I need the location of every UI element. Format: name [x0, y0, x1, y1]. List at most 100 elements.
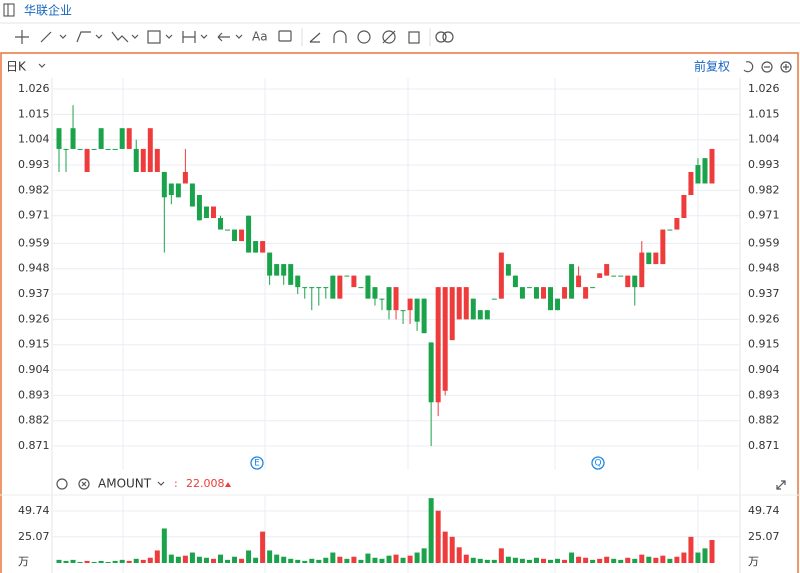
volume-bar: [253, 557, 259, 563]
candle-body: [161, 171, 167, 198]
indicator-name[interactable]: AMOUNT: [98, 477, 152, 491]
candle-body: [386, 287, 392, 311]
candle-body: [309, 287, 315, 289]
volume-bar: [618, 559, 624, 563]
dropdown[interactable]: [165, 34, 173, 39]
note-tool[interactable]: [278, 30, 292, 42]
event-marker-label: E: [254, 459, 260, 469]
volume-bar: [56, 559, 62, 563]
candle-body: [667, 229, 673, 231]
volume-bar: [555, 558, 561, 563]
move-tool[interactable]: [15, 30, 29, 44]
volume-bar: [351, 556, 357, 563]
zoom-in[interactable]: [780, 61, 792, 73]
volume-bar: [239, 558, 245, 563]
volume-bar: [632, 558, 638, 563]
delete-tool[interactable]: [408, 31, 420, 44]
volume-bar: [161, 528, 167, 563]
candle-body: [281, 264, 287, 276]
volume-bar: [477, 558, 483, 563]
candle-body: [239, 229, 245, 242]
y-tick-label-right: 0.893: [748, 388, 780, 401]
candle-body: [330, 275, 336, 299]
dropdown[interactable]: [59, 34, 67, 39]
compare-tool[interactable]: [435, 31, 447, 43]
volume-bar: [695, 552, 701, 563]
range-tool[interactable]: [182, 31, 196, 43]
y-tick-label-right: 0.971: [748, 209, 780, 222]
candle-body: [491, 298, 497, 300]
y-tick-label-right: 1.026: [748, 82, 780, 95]
event-marker[interactable]: [250, 456, 264, 470]
candle-body: [597, 273, 603, 278]
candle-body: [618, 275, 624, 277]
candle-body: [625, 275, 631, 288]
angle-tool[interactable]: [309, 32, 321, 43]
candle-body: [154, 148, 160, 172]
volume-bar: [625, 557, 631, 563]
volume-bar: [316, 559, 322, 563]
volume-bar: [168, 554, 174, 563]
candle-body: [646, 252, 652, 265]
arrow-tool[interactable]: [217, 32, 230, 42]
indicator-value: 22.008: [186, 477, 225, 490]
volume-bar: [463, 554, 469, 563]
volume-bar: [611, 558, 617, 563]
expand-button[interactable]: [776, 480, 786, 490]
candle-body: [260, 241, 266, 253]
period-selector[interactable]: 日K: [6, 60, 27, 74]
hide-tool[interactable]: [382, 30, 396, 44]
volume-bar: [274, 554, 280, 563]
dropdown[interactable]: [95, 34, 103, 39]
indicator-prefix: :: [174, 477, 178, 490]
candle-body: [56, 128, 62, 149]
dropdown[interactable]: [200, 34, 208, 39]
magnet-tool[interactable]: [333, 30, 347, 43]
settings-button[interactable]: [56, 478, 68, 490]
candle-body: [611, 275, 617, 277]
dropdown[interactable]: [235, 34, 243, 39]
adjust-selector[interactable]: 前复权: [694, 59, 730, 74]
wave-tool[interactable]: [111, 31, 129, 43]
volume-bar: [639, 554, 645, 563]
channel-tool[interactable]: [76, 31, 91, 43]
panel-icon[interactable]: [3, 3, 15, 17]
candle-body: [639, 252, 645, 288]
candle-body: [456, 287, 462, 320]
candle-body: [133, 148, 139, 172]
dropdown[interactable]: [157, 481, 165, 486]
dropdown[interactable]: [38, 63, 46, 68]
undo-button[interactable]: [743, 61, 754, 73]
candle-body: [316, 287, 322, 289]
zoom-out[interactable]: [761, 61, 773, 73]
text-tool[interactable]: Aa: [252, 30, 268, 44]
candle-body: [449, 287, 455, 341]
candle-body: [688, 171, 694, 196]
candle-body: [84, 148, 90, 172]
volume-bar: [660, 555, 666, 563]
dropdown[interactable]: [131, 34, 139, 39]
volume-bar: [393, 554, 399, 563]
candle-body: [302, 287, 308, 289]
tab-title[interactable]: 华联企业: [24, 3, 72, 18]
close-button[interactable]: [78, 478, 90, 490]
volume-bar: [604, 556, 610, 563]
volume-bar: [112, 560, 118, 563]
volume-bar: [484, 559, 490, 563]
volume-bar: [267, 550, 273, 563]
event-marker[interactable]: [591, 456, 605, 470]
volume-bar: [540, 558, 546, 563]
lock-tool[interactable]: [357, 30, 371, 44]
volume-bar: [281, 556, 287, 563]
candle-body: [147, 128, 153, 172]
fib-tool[interactable]: [147, 30, 161, 44]
volume-bar: [470, 557, 476, 563]
candle-body: [295, 275, 301, 288]
volume-bar: [175, 556, 181, 563]
candle-body: [540, 287, 546, 299]
candle-body: [533, 287, 539, 299]
volume-tick-label-right: 25.07: [748, 530, 780, 543]
line-tool[interactable]: [40, 31, 52, 43]
candle-body: [674, 218, 680, 230]
